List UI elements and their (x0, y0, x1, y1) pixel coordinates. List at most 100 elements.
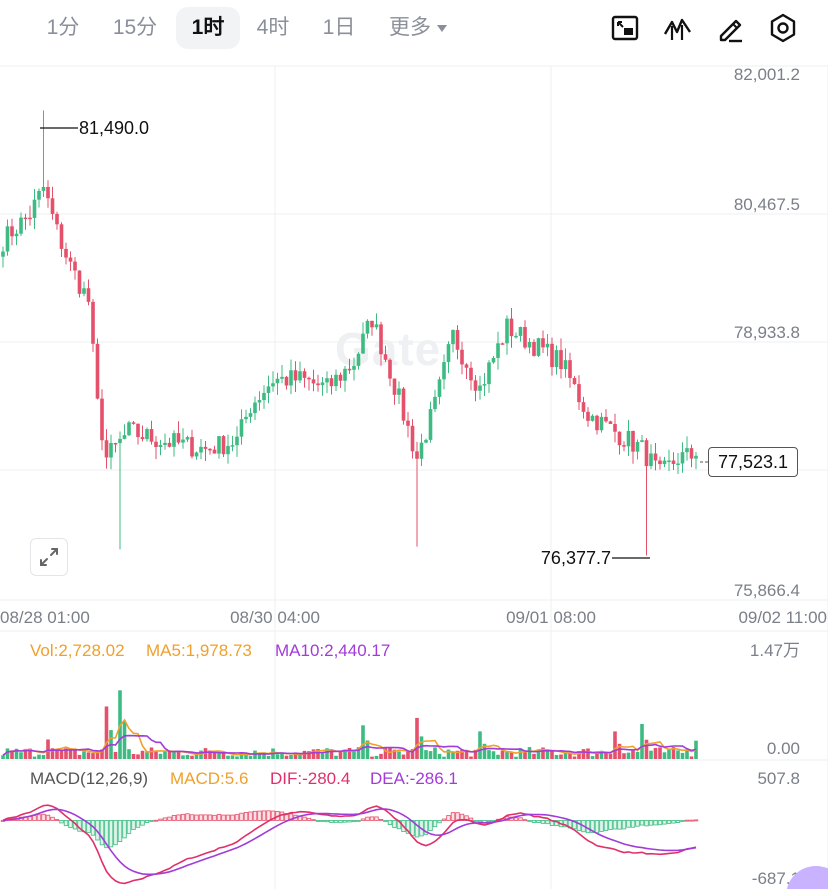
candle-body (595, 415, 599, 431)
price-tick-2: 80,467.5 (734, 195, 800, 214)
macd-histogram-bar (644, 820, 649, 827)
candle-body (365, 320, 370, 334)
macd-histogram-bar (311, 819, 316, 822)
settings-hex-icon[interactable] (767, 12, 799, 44)
volume-bar (302, 750, 307, 759)
candle-body (320, 382, 325, 386)
high-marker: 81,490.0 (40, 118, 149, 138)
volume-bar (1, 755, 5, 759)
tab-4hour[interactable]: 4时 (256, 16, 290, 39)
macd-histogram-bar (261, 810, 267, 821)
macd-histogram-bar (99, 820, 105, 846)
macd-histogram-bar (356, 820, 361, 822)
candle-body (176, 433, 181, 443)
candle-body (545, 343, 550, 348)
volume-bar (401, 754, 406, 759)
macd-histogram-bar (45, 814, 51, 821)
volume-bar (604, 752, 608, 759)
volume-bar (487, 750, 491, 759)
candle-body (77, 270, 82, 294)
volume-bar (410, 749, 415, 759)
candle-body (41, 186, 46, 191)
volume-bar (622, 753, 626, 759)
candle-body (194, 452, 199, 457)
volume-bar (28, 748, 32, 759)
candle-body (118, 438, 122, 444)
volume-bar (667, 748, 671, 759)
volume-bar (59, 750, 64, 759)
volume-bar (478, 731, 482, 759)
tab-1hour[interactable]: 1时 (176, 7, 240, 49)
macd-histogram-bar (153, 819, 159, 822)
volume-bar (185, 754, 190, 759)
volume-bar (626, 752, 631, 759)
candle-body (266, 386, 271, 393)
volume-bar (284, 755, 289, 759)
volume-bar (491, 751, 496, 759)
candle-body (55, 213, 59, 225)
candle-body (478, 385, 482, 391)
volume-bar (298, 754, 302, 759)
low-price-label: 76,377.7 (541, 548, 611, 568)
volume-bar (640, 723, 644, 759)
volume-bar (280, 753, 284, 759)
volume-bar (266, 755, 271, 759)
candle-body (653, 453, 658, 461)
volume-bar (158, 753, 163, 759)
volume-bar (671, 747, 676, 759)
volume-bar (100, 749, 104, 759)
macd-histogram-bar (320, 820, 325, 822)
macd-histogram-bar (176, 814, 181, 821)
chart-layout-icon[interactable] (609, 12, 641, 44)
volume-bar (122, 721, 127, 759)
volume-bar (433, 747, 437, 759)
expand-chart-button[interactable] (30, 538, 68, 576)
volume-bar (415, 717, 419, 759)
candle-body (617, 431, 622, 446)
macd-histogram-bar (383, 820, 388, 823)
macd-histogram-bar (563, 820, 568, 828)
volume-bar (527, 747, 532, 759)
macd-histogram-bar (405, 820, 411, 834)
volume-bar (685, 750, 689, 759)
volume-bar (217, 753, 221, 759)
dea-line (2, 808, 697, 876)
candle-body (50, 198, 55, 214)
volume-bar (230, 755, 235, 759)
candle-body (523, 327, 527, 348)
macd-histogram-bar (225, 814, 231, 821)
more-timeframes-dropdown[interactable]: 更多 (382, 7, 454, 49)
volume-bar (581, 749, 586, 759)
macd-histogram-bar (531, 820, 537, 823)
candle-body (356, 353, 361, 366)
volume-bar (82, 751, 86, 759)
macd-histogram-bar (108, 820, 114, 848)
macd-histogram-bar (369, 816, 375, 821)
volume-bar (325, 748, 329, 759)
assistant-bubble[interactable] (786, 866, 828, 889)
candle-body (631, 430, 635, 452)
candle-body (451, 330, 455, 345)
volume-bar (226, 755, 230, 759)
draw-pen-icon[interactable] (715, 12, 747, 44)
macd-histogram-bar (437, 820, 442, 824)
tab-15min[interactable]: 15分 (112, 16, 158, 39)
volume-bar (446, 749, 451, 759)
volume-bar (68, 748, 73, 759)
candle-body (253, 402, 257, 414)
candlestick-chart[interactable]: 82,001.2 80,467.5 78,933.8 75,866.4 08/2… (0, 60, 828, 889)
candle-body (604, 416, 608, 422)
candle-body (329, 378, 334, 387)
volume-bar (176, 751, 181, 759)
tab-1day[interactable]: 1日 (322, 16, 356, 39)
candle-body (658, 460, 662, 465)
volume-bar (509, 752, 514, 759)
candle-body (46, 186, 50, 199)
macd-histogram-bar (689, 819, 694, 822)
volume-bar (388, 747, 392, 759)
indicator-icon[interactable] (662, 12, 694, 44)
tab-1min[interactable]: 1分 (46, 16, 80, 39)
ma10-legend: MA10:2,440.17 (275, 641, 390, 660)
macd-histogram-bar (248, 811, 253, 821)
candle-body (518, 327, 523, 336)
